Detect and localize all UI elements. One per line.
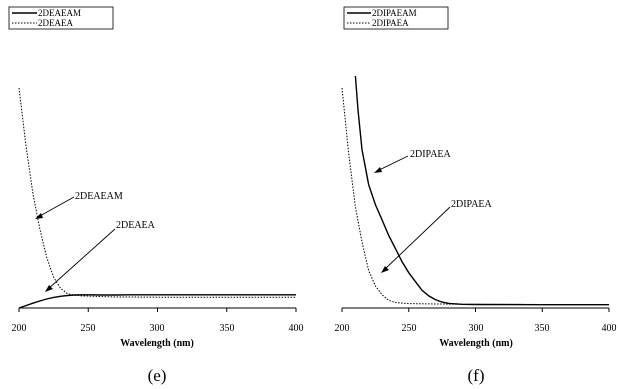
- annotation-label: 2DEAEAM: [75, 191, 123, 202]
- annotation-2deaeam: 2DEAEAM: [35, 191, 123, 219]
- legend-box: [8, 6, 114, 30]
- annotation-arrow: [383, 206, 451, 271]
- arrow-head: [45, 285, 53, 292]
- annotation-arrow: [376, 155, 409, 172]
- annotation-label: 2DEAEA: [116, 220, 156, 231]
- legend-e: 2DEAEAM 2DEAEA: [8, 6, 114, 30]
- legend-box: [343, 6, 449, 30]
- tick-label: 300: [150, 323, 165, 334]
- x-axis-title: Wavelength (nm): [120, 338, 194, 349]
- annotation-2dipaea-lower: 2DIPAEA: [381, 199, 493, 273]
- legend-label: 2DEAEAM: [38, 8, 81, 18]
- x-axis-title: Wavelength (nm): [439, 338, 513, 349]
- legend-label: 2DIPAEAM: [372, 8, 417, 18]
- panel-e: 2DEAEAM 2DEAEA 200 250 300 350 400 Wavel…: [8, 6, 304, 385]
- x-ticks: [341, 308, 610, 312]
- arrow-head: [374, 167, 382, 173]
- tick-label: 300: [469, 323, 484, 334]
- tick-label: 350: [535, 323, 550, 334]
- annotation-label: 2DIPAEA: [451, 199, 493, 210]
- panel-label: (f): [468, 366, 485, 385]
- tick-label: 200: [12, 323, 27, 334]
- series-line-2deaea: [18, 87, 296, 298]
- tick-label: 250: [81, 323, 96, 334]
- annotation-2dipaea-upper: 2DIPAEA: [374, 149, 452, 173]
- series-line-2dipaeam: [354, 75, 609, 306]
- annotation-arrow: [37, 196, 75, 218]
- legend-label: 2DIPAEA: [372, 18, 409, 28]
- tick-label: 400: [289, 323, 304, 334]
- series-line-2deaeam: [18, 294, 296, 309]
- legend-label: 2DEAEA: [38, 18, 73, 28]
- arrow-head: [381, 266, 389, 273]
- legend-f: 2DIPAEAM 2DIPAEA: [343, 6, 449, 30]
- annotation-2deaea: 2DEAEA: [45, 220, 156, 292]
- tick-label: 350: [220, 323, 235, 334]
- x-ticks: [18, 308, 297, 312]
- series-line-2dipaea: [341, 87, 609, 305]
- tick-label: 400: [602, 323, 617, 334]
- tick-label: 250: [402, 323, 417, 334]
- tick-label: 200: [335, 323, 350, 334]
- arrow-head: [35, 213, 43, 219]
- annotation-arrow: [47, 228, 116, 290]
- panel-label: (e): [148, 366, 167, 385]
- panel-f: 2DIPAEAM 2DIPAEA 200 250 300 350 400 Wav…: [335, 6, 617, 385]
- annotation-label: 2DIPAEA: [410, 149, 452, 160]
